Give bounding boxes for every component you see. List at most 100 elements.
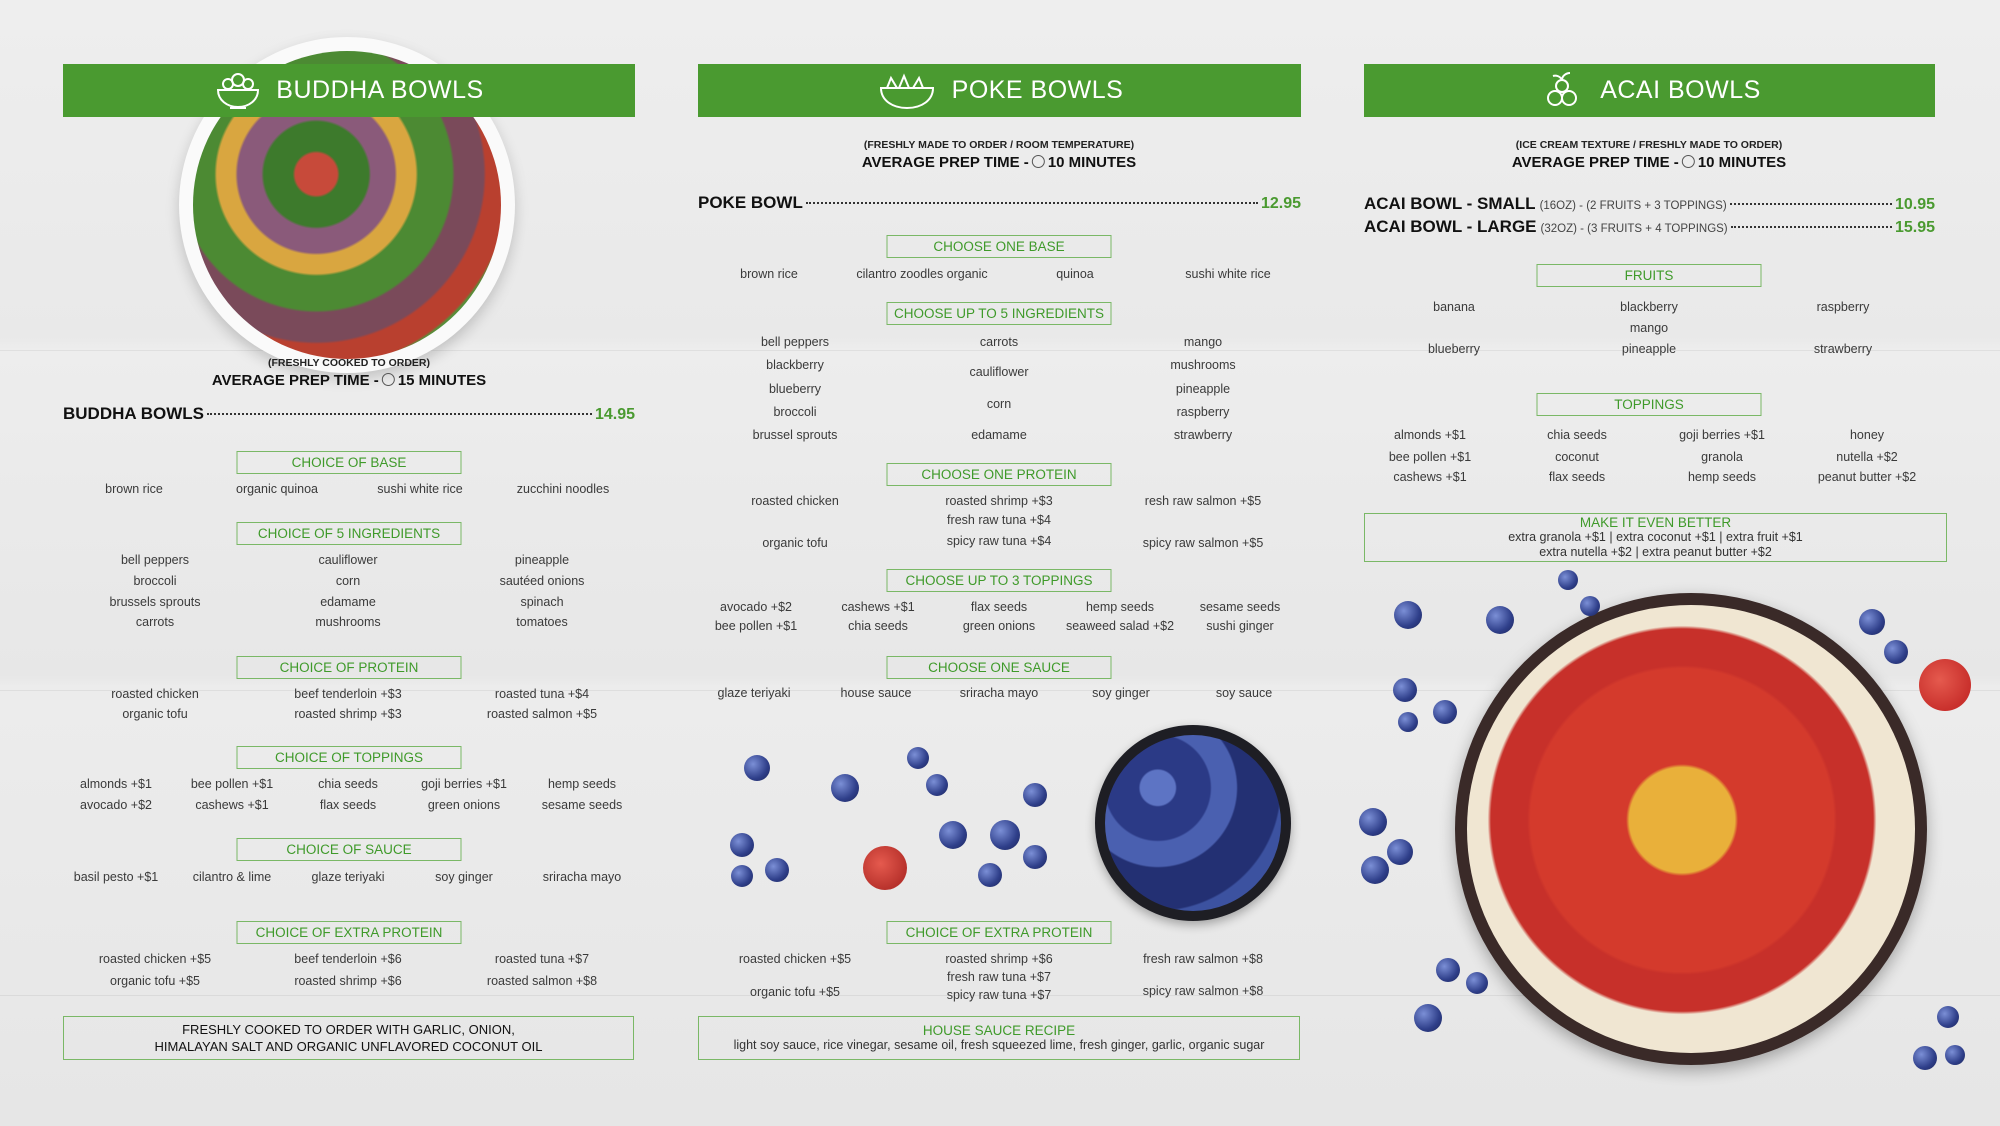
footer-line: FRESHLY COOKED TO ORDER WITH GARLIC, ONI…	[182, 1022, 515, 1037]
menu-option: hemp seeds	[1687, 470, 1757, 484]
footer-line: HIMALAYAN SALT AND ORGANIC UNFLAVORED CO…	[154, 1039, 543, 1054]
footer-title: HOUSE SAUCE RECIPE	[922, 1023, 1076, 1038]
blueberry-decoration	[1361, 856, 1389, 884]
menu-option: roasted shrimp +$6	[294, 974, 402, 988]
blueberry-decoration	[939, 821, 967, 849]
buddha-footer-note: FRESHLY COOKED TO ORDER WITH GARLIC, ONI…	[63, 1016, 634, 1060]
blueberry-decoration	[1558, 570, 1578, 590]
poke-bowls-title: POKE BOWLS	[951, 76, 1124, 104]
acai-prep-note: (ICE CREAM TEXTURE / FRESHLY MADE TO ORD…	[1515, 139, 1783, 151]
menu-option: bell peppers	[120, 553, 190, 567]
buddha-section-header: CHOICE OF EXTRA PROTEIN	[236, 921, 462, 944]
acai-bowls-header: ACAI BOWLS	[1364, 64, 1935, 117]
menu-option: mushrooms	[1170, 358, 1236, 372]
section-title: CHOICE OF PROTEIN	[279, 660, 419, 675]
menu-option: almonds +$1	[1394, 428, 1466, 442]
menu-option: cilantro zoodles organic	[856, 267, 988, 281]
menu-option: sushi white rice	[1185, 267, 1271, 281]
item-price: 10.95	[1894, 196, 1935, 213]
blueberry-decoration	[1436, 958, 1460, 982]
menu-option: goji berries +$1	[1679, 428, 1765, 442]
menu-option: sesame seeds	[541, 798, 623, 812]
wood-plank-line	[0, 690, 2000, 691]
menu-option: beef tenderloin +$6	[294, 952, 402, 966]
blueberry-decoration	[1394, 601, 1422, 629]
menu-option: pineapple	[1621, 342, 1677, 356]
item-name: BUDDHA BOWLS	[63, 404, 205, 423]
menu-option: cilantro & lime	[192, 870, 272, 884]
blueberry-decoration	[1486, 606, 1514, 634]
footer-line: extra granola +$1 | extra coconut +$1 | …	[1508, 530, 1803, 544]
menu-option: soy sauce	[1215, 686, 1273, 700]
menu-option: flax seeds	[970, 600, 1028, 614]
menu-option: cashews +$1	[195, 798, 269, 812]
blueberry-decoration	[907, 747, 929, 769]
poke-bowls-header: POKE BOWLS	[698, 64, 1301, 117]
menu-option: edamame	[971, 428, 1027, 442]
menu-option: hemp seeds	[547, 777, 617, 791]
menu-option: bell peppers	[760, 335, 830, 349]
menu-option: soy ginger	[435, 870, 493, 884]
menu-option: chia seeds	[1547, 428, 1607, 442]
menu-option: fresh raw tuna +$4	[947, 513, 1051, 527]
blueberry-decoration	[1393, 678, 1417, 702]
menu-option: soy ginger	[1092, 686, 1150, 700]
item-price: 12.95	[1260, 195, 1301, 212]
item-name: ACAI BOWL - SMALL	[1364, 194, 1536, 213]
item-detail: (16OZ) - (2 FRUITS + 3 TOPPINGS)	[1539, 200, 1727, 212]
menu-option: bee pollen +$1	[1388, 450, 1472, 464]
menu-option: blackberry	[766, 358, 824, 372]
menu-option: roasted shrimp +$3	[945, 494, 1053, 508]
blueberry-decoration	[1913, 1046, 1937, 1070]
blueberry-dish-photo	[1095, 725, 1291, 921]
poke-section-header: CHOICE OF EXTRA PROTEIN	[886, 921, 1112, 944]
menu-option: carrots	[135, 615, 175, 629]
menu-option: nutella +$2	[1836, 450, 1898, 464]
menu-option: seaweed salad +$2	[1065, 619, 1175, 633]
buddha-bowls-header: BUDDHA BOWLS	[63, 64, 635, 117]
menu-option: avocado +$2	[720, 600, 792, 614]
menu-option: glaze teriyaki	[717, 686, 791, 700]
menu-option: mango	[1629, 321, 1669, 335]
poke-section-header: CHOOSE ONE BASE	[886, 235, 1112, 258]
menu-option: organic tofu	[762, 536, 828, 550]
menu-option: green onions	[427, 798, 501, 812]
make-it-even-better-box: MAKE IT EVEN BETTER extra granola +$1 | …	[1364, 513, 1947, 562]
blueberry-decoration	[831, 774, 859, 802]
menu-option: brussels sprouts	[109, 595, 201, 609]
menu-option: spicy raw salmon +$8	[1142, 984, 1264, 998]
prep-label: AVERAGE PREP TIME -	[1511, 154, 1679, 171]
blueberry-decoration	[1466, 972, 1488, 994]
poke-bowl-icon	[879, 72, 934, 109]
section-title: CHOICE OF 5 INGREDIENTS	[257, 526, 441, 541]
menu-option: chia seeds	[848, 619, 908, 633]
strawberry-decoration	[1919, 659, 1971, 711]
blueberry-decoration	[730, 833, 754, 857]
buddha-prep-time: AVERAGE PREP TIME - 15 MINUTES	[212, 372, 486, 389]
menu-option: strawberry	[1813, 342, 1873, 356]
buddha-section-header: CHOICE OF BASE	[236, 451, 462, 474]
menu-option: spicy raw salmon +$5	[1142, 536, 1264, 550]
menu-option: roasted salmon +$5	[486, 707, 598, 721]
blueberry-decoration	[1387, 839, 1413, 865]
menu-option: blueberry	[768, 382, 822, 396]
menu-option: house sauce	[840, 686, 912, 700]
item-name: ACAI BOWL - LARGE	[1364, 217, 1537, 236]
menu-option: sautéed onions	[499, 574, 585, 588]
menu-option: hemp seeds	[1085, 600, 1155, 614]
blueberry-decoration	[744, 755, 770, 781]
menu-option: roasted tuna +$4	[494, 687, 590, 701]
acai-bowl-photo	[1455, 593, 1927, 1065]
menu-option: roasted salmon +$8	[486, 974, 598, 988]
salad-bowl-icon	[217, 72, 260, 109]
menu-option: tomatoes	[516, 615, 568, 629]
menu-option: pineapple	[514, 553, 570, 567]
menu-option: roasted shrimp +$6	[945, 952, 1053, 966]
blueberry-decoration	[1359, 808, 1387, 836]
menu-option: mango	[1183, 335, 1223, 349]
blueberry-decoration	[1414, 1004, 1442, 1032]
dot-leader	[805, 202, 1258, 204]
prep-value: 10 MINUTES	[1697, 154, 1787, 171]
buddha-section-header: CHOICE OF SAUCE	[236, 838, 462, 861]
acai-prep-time: AVERAGE PREP TIME - 10 MINUTES	[1512, 154, 1786, 171]
